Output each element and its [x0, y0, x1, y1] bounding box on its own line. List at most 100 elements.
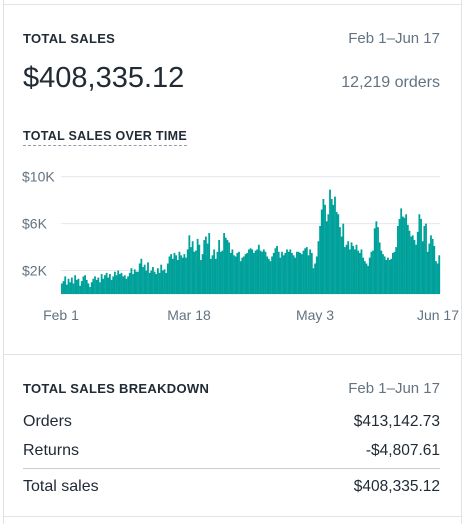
- sales-bar: [206, 243, 209, 294]
- sales-bar: [307, 255, 310, 294]
- sales-bar: [183, 254, 186, 294]
- sales-bar: [277, 251, 280, 294]
- sales-bar: [109, 274, 111, 294]
- sales-bar: [77, 278, 80, 294]
- sales-bar: [233, 255, 235, 294]
- sales-bar: [332, 204, 335, 294]
- sales-bar: [132, 274, 134, 294]
- sales-bar: [262, 249, 265, 294]
- breakdown-returns-label: Returns: [23, 442, 80, 459]
- sales-bar: [335, 211, 338, 294]
- sales-bar: [322, 199, 325, 294]
- sales-bar: [236, 252, 239, 294]
- sales-bar: [70, 277, 73, 294]
- sales-bar: [282, 255, 285, 294]
- sales-bar: [123, 275, 126, 294]
- sales-bar: [438, 255, 441, 294]
- sales-bar: [234, 256, 237, 294]
- sales-bar: [204, 236, 207, 294]
- sales-bar: [200, 259, 202, 294]
- sales-bar: [385, 259, 388, 294]
- sales-bar: [226, 240, 229, 294]
- sales-bar: [67, 278, 70, 294]
- sales-bar: [248, 249, 250, 294]
- sales-bar: [72, 283, 75, 294]
- sales-bar: [82, 276, 85, 294]
- sales-bar: [271, 256, 273, 294]
- sales-bar: [85, 279, 88, 294]
- sales-bar: [329, 189, 331, 294]
- sales-bar: [244, 254, 247, 294]
- sales-bar: [368, 257, 371, 294]
- sales-bar: [272, 252, 275, 294]
- sales-bar: [378, 242, 381, 294]
- sales-bar: [191, 241, 194, 294]
- sales-bar: [392, 252, 394, 294]
- sales-bar: [266, 256, 269, 294]
- sales-bar: [190, 247, 192, 294]
- sales-bar: [411, 235, 414, 294]
- breakdown-date-range: Feb 1–Jun 17: [348, 380, 440, 397]
- sales-bar: [198, 244, 201, 294]
- sales-bar: [175, 255, 178, 294]
- sales-bar: [254, 250, 257, 294]
- y-tick-label: $2K: [22, 263, 48, 279]
- sales-bar: [416, 231, 419, 294]
- sales-bar: [309, 249, 312, 294]
- sales-bar: [413, 240, 416, 294]
- sales-bar: [64, 276, 67, 294]
- sales-bar: [115, 275, 118, 294]
- sales-bar: [143, 264, 146, 294]
- sales-bar: [133, 269, 136, 294]
- sales-bar: [315, 256, 318, 294]
- sales-bar: [300, 254, 303, 294]
- sales-bar: [314, 263, 317, 294]
- sales-bar: [150, 270, 153, 294]
- sales-bar: [168, 256, 171, 294]
- sales-bar: [214, 258, 217, 294]
- sales-bar: [400, 208, 403, 294]
- sales-bar: [239, 261, 242, 294]
- sales-bar: [80, 281, 83, 294]
- sales-bar: [365, 263, 368, 294]
- sales-bar: [173, 252, 176, 294]
- sales-bar: [148, 272, 151, 294]
- sales-bar: [342, 223, 345, 294]
- sales-bar: [94, 276, 96, 294]
- card-top-border: [3, 4, 462, 5]
- sales-bar: [155, 274, 158, 294]
- sales-bar: [362, 257, 365, 294]
- sales-bar: [393, 251, 396, 294]
- sales-bar: [181, 257, 184, 294]
- breakdown-total-label: Total sales: [23, 478, 99, 495]
- sales-bar: [110, 279, 113, 294]
- bottom-divider: [3, 516, 462, 517]
- sales-bar: [170, 254, 173, 294]
- sales-bar: [405, 214, 408, 294]
- sales-bar: [398, 218, 401, 294]
- sales-bar: [84, 275, 86, 294]
- sales-bar: [350, 242, 353, 294]
- sales-bar: [161, 270, 164, 294]
- sales-bar: [353, 249, 356, 294]
- sales-bar: [188, 235, 191, 294]
- sales-bar: [256, 249, 259, 294]
- sales-over-time-title[interactable]: TOTAL SALES OVER TIME: [23, 129, 187, 146]
- sales-bar: [352, 245, 355, 294]
- total-sales-title: TOTAL SALES: [23, 31, 116, 46]
- sales-bar: [158, 272, 161, 294]
- sales-bar: [294, 257, 297, 294]
- sales-bar: [344, 247, 346, 294]
- sales-bar: [289, 249, 292, 294]
- sales-bar: [118, 274, 121, 294]
- sales-bar: [408, 230, 411, 294]
- sales-bar: [135, 271, 138, 294]
- orders-count: 12,219 orders: [341, 74, 440, 91]
- sales-bar: [317, 241, 320, 294]
- card-left-border: [3, 0, 4, 524]
- sales-bar: [297, 251, 300, 294]
- sales-bar: [223, 233, 225, 294]
- sales-bar: [147, 262, 149, 294]
- breakdown-orders-label: Orders: [23, 413, 72, 430]
- sales-bar: [208, 233, 211, 294]
